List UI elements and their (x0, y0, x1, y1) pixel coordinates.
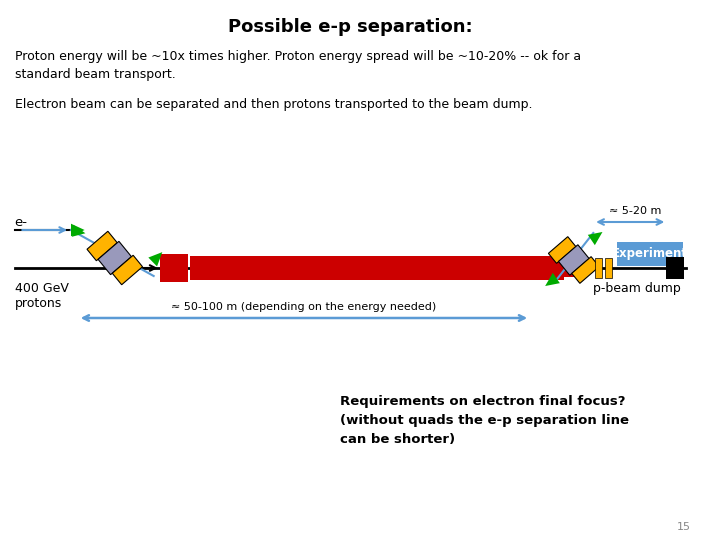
Text: ≈ 5-20 m: ≈ 5-20 m (609, 206, 661, 216)
Polygon shape (549, 237, 576, 264)
Bar (605, 258, 612, 278)
Bar (161, 254, 188, 282)
Text: e-: e- (14, 216, 27, 229)
Bar (595, 258, 602, 278)
Polygon shape (559, 245, 589, 275)
Polygon shape (98, 241, 132, 275)
Polygon shape (148, 252, 162, 266)
Text: 15: 15 (677, 522, 690, 532)
Text: Requirements on electron final focus?
(without quads the e-p separation line
can: Requirements on electron final focus? (w… (341, 395, 629, 446)
Text: ≈ 50-100 m (depending on the energy needed): ≈ 50-100 m (depending on the energy need… (171, 302, 436, 312)
Polygon shape (87, 231, 117, 261)
Text: Experiment: Experiment (612, 247, 688, 260)
Text: 400 GeV
protons: 400 GeV protons (14, 282, 68, 310)
Polygon shape (545, 273, 560, 286)
Polygon shape (72, 225, 86, 237)
Text: Possible e-p separation:: Possible e-p separation: (228, 18, 472, 36)
Text: Proton energy will be ~10x times higher. Proton energy spread will be ~10-20% --: Proton energy will be ~10x times higher.… (14, 50, 581, 81)
Polygon shape (71, 224, 85, 237)
Text: p-beam dump: p-beam dump (593, 282, 681, 295)
Bar (564, 259, 582, 277)
Bar (666, 257, 684, 279)
Polygon shape (588, 232, 603, 245)
Text: Electron beam can be separated and then protons transported to the beam dump.: Electron beam can be separated and then … (14, 98, 532, 111)
FancyBboxPatch shape (616, 242, 683, 266)
Bar (189, 256, 564, 280)
Polygon shape (112, 255, 143, 285)
Polygon shape (572, 256, 599, 284)
